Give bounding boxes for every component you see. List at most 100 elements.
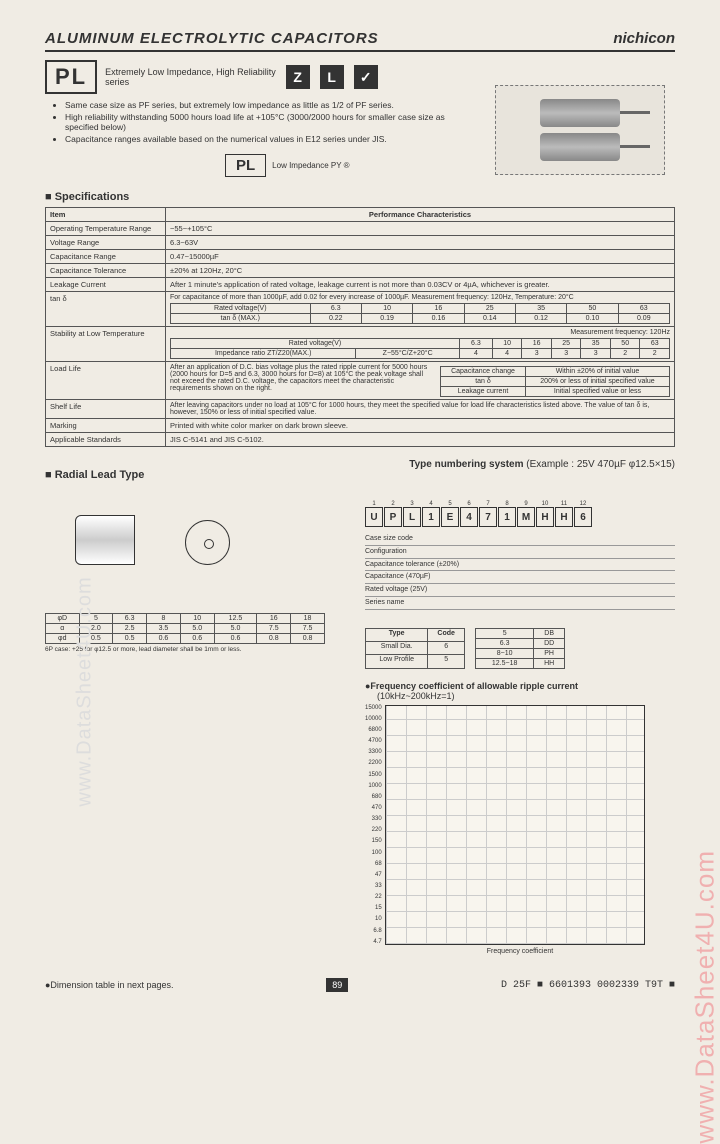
cell: 12.5~18 (476, 658, 534, 668)
series-tag: Extremely Low Impedance, High Reliabilit… (105, 67, 276, 77)
check-icon: ✓ (354, 65, 378, 89)
cell: 50 (610, 339, 640, 349)
cell: 0.8 (291, 634, 325, 644)
cell: 0.12 (515, 314, 566, 324)
spec-cap-val: 0.47~15000µF (166, 250, 675, 264)
col-perf: Performance Characteristics (166, 208, 675, 222)
spec-std-label: Applicable Standards (46, 433, 166, 447)
capacitor-drawing-icon (75, 515, 135, 565)
graph-xlabel: Frequency coefficient (365, 948, 675, 955)
cell: DD (534, 638, 565, 648)
cell: 3 (522, 349, 552, 359)
spec-leak-val: After 1 minute's application of rated vo… (166, 278, 675, 292)
cell: 0.09 (618, 314, 669, 324)
cell: 3 (581, 349, 611, 359)
page-number: 89 (326, 978, 348, 992)
bullet-3: Capacitance ranges available based on th… (65, 134, 475, 144)
cell: 0.10 (567, 314, 618, 324)
freq-title-text: ●Frequency coefficient of allowable ripp… (365, 681, 675, 691)
part-number: 1U2P3L415E6477819M10H11H126 (365, 501, 675, 527)
cell: 25 (551, 339, 581, 349)
cell: Type (366, 628, 428, 641)
z-icon: Z (286, 65, 310, 89)
line: Case size code (365, 533, 675, 546)
cell: 2 (610, 349, 640, 359)
bullet-2: High reliability withstanding 5000 hours… (65, 112, 475, 132)
cell: 3.5 (147, 624, 181, 634)
cell: 0.22 (310, 314, 361, 324)
cell: Code (428, 628, 465, 641)
freq-graph (385, 705, 645, 945)
cell: 5.0 (214, 624, 257, 634)
spec-mark-val: Printed with white color marker on dark … (166, 419, 675, 433)
pl-label-box: PL (225, 154, 266, 177)
spec-cap-label: Capacitance Range (46, 250, 166, 264)
load-table: Capacitance changeWithin ±20% of initial… (440, 366, 670, 397)
capacitor-icon (540, 133, 620, 161)
radial-section: φD56.381012.51618 α2.02.53.55.05.07.57.5… (45, 495, 675, 955)
spec-mark-label: Marking (46, 419, 166, 433)
numbering-label: Type numbering system (409, 459, 523, 470)
watermark-left: www.DataSheet4U.com (74, 576, 97, 806)
spec-stab-cell: Measurement frequency: 120Hz Rated volta… (166, 327, 675, 362)
freq-sub: (10kHz~200kHz=1) (377, 691, 675, 701)
spec-stab-label: Stability at Low Temperature (46, 327, 166, 362)
numbering-example: (Example : 25V 470µF φ12.5×15) (526, 459, 675, 470)
cell: Leakage current (441, 387, 526, 397)
spec-shelf-val: After leaving capacitors under no load a… (166, 400, 675, 419)
cell: 6 (428, 642, 465, 655)
numbering-title: Type numbering system (Example : 25V 470… (409, 459, 675, 485)
cell: 10 (180, 614, 214, 624)
header: ALUMINUM ELECTROLYTIC CAPACITORS nichico… (45, 30, 675, 52)
cell: Low Profile (366, 655, 428, 668)
cell: 2.5 (113, 624, 147, 634)
cell: Capacitance change (441, 367, 526, 377)
cell: 0.19 (361, 314, 412, 324)
radial-right: 1U2P3L415E6477819M10H11H126 Case size co… (365, 495, 675, 955)
radial-title: Radial Lead Type (45, 469, 144, 481)
cell: Within ±20% of initial value (525, 367, 669, 377)
cell: 16 (522, 339, 552, 349)
spec-volt-val: 6.3~63V (166, 236, 675, 250)
cell: 4 (492, 349, 522, 359)
footer: ●Dimension table in next pages. 89 D 25F… (45, 978, 675, 992)
cell: 7.5 (291, 624, 325, 634)
cell: 0.14 (464, 314, 515, 324)
spec-tan-label: tan δ (46, 292, 166, 327)
spec-load-cell: After an application of D.C. bias voltag… (166, 362, 675, 400)
cell: 25 (464, 304, 515, 314)
cell: DB (534, 628, 565, 638)
spec-volt-label: Voltage Range (46, 236, 166, 250)
pl-label-note: Low Impedance PY ® (272, 161, 349, 170)
spec-temp-val: −55~+105°C (166, 222, 675, 236)
spec-load-label: Load Life (46, 362, 166, 400)
footer-code: D 25F ■ 6601393 0002339 T9T ■ (501, 980, 675, 991)
bullet-1: Same case size as PF series, but extreme… (65, 100, 475, 110)
spec-table: ItemPerformance Characteristics Operatin… (45, 207, 675, 447)
cell: 16 (413, 304, 464, 314)
cell: 50 (567, 304, 618, 314)
cell: 35 (581, 339, 611, 349)
cell: 10 (361, 304, 412, 314)
spec-std-val: JIS C-5141 and JIS C-5102. (166, 433, 675, 447)
capacitor-icon (540, 99, 620, 127)
spec-temp-label: Operating Temperature Range (46, 222, 166, 236)
stab-table: Rated voltage(V) 6.3101625355063 Impedan… (170, 338, 670, 359)
line: Series name (365, 597, 675, 610)
spec-title: Specifications (45, 191, 675, 203)
cell: 0.8 (257, 634, 291, 644)
cell: Small Dia. (366, 642, 428, 655)
brand-logo: nichicon (613, 30, 675, 47)
cell: 35 (515, 304, 566, 314)
spec-tol-val: ±20% at 120Hz, 20°C (166, 264, 675, 278)
l-icon: L (320, 65, 344, 89)
series-code: PL (45, 60, 97, 94)
cell: 0.5 (113, 634, 147, 644)
connector-lines: Case size code Configuration Capacitance… (365, 533, 675, 610)
cell: 6.3 (459, 339, 492, 349)
load-text: After an application of D.C. bias voltag… (170, 364, 432, 397)
freq-title: ●Frequency coefficient of allowable ripp… (365, 681, 675, 701)
feature-bullets: Same case size as PF series, but extreme… (55, 100, 475, 144)
spec-tol-label: Capacitance Tolerance (46, 264, 166, 278)
tan-note: For capacitance of more than 1000µF, add… (170, 294, 670, 301)
